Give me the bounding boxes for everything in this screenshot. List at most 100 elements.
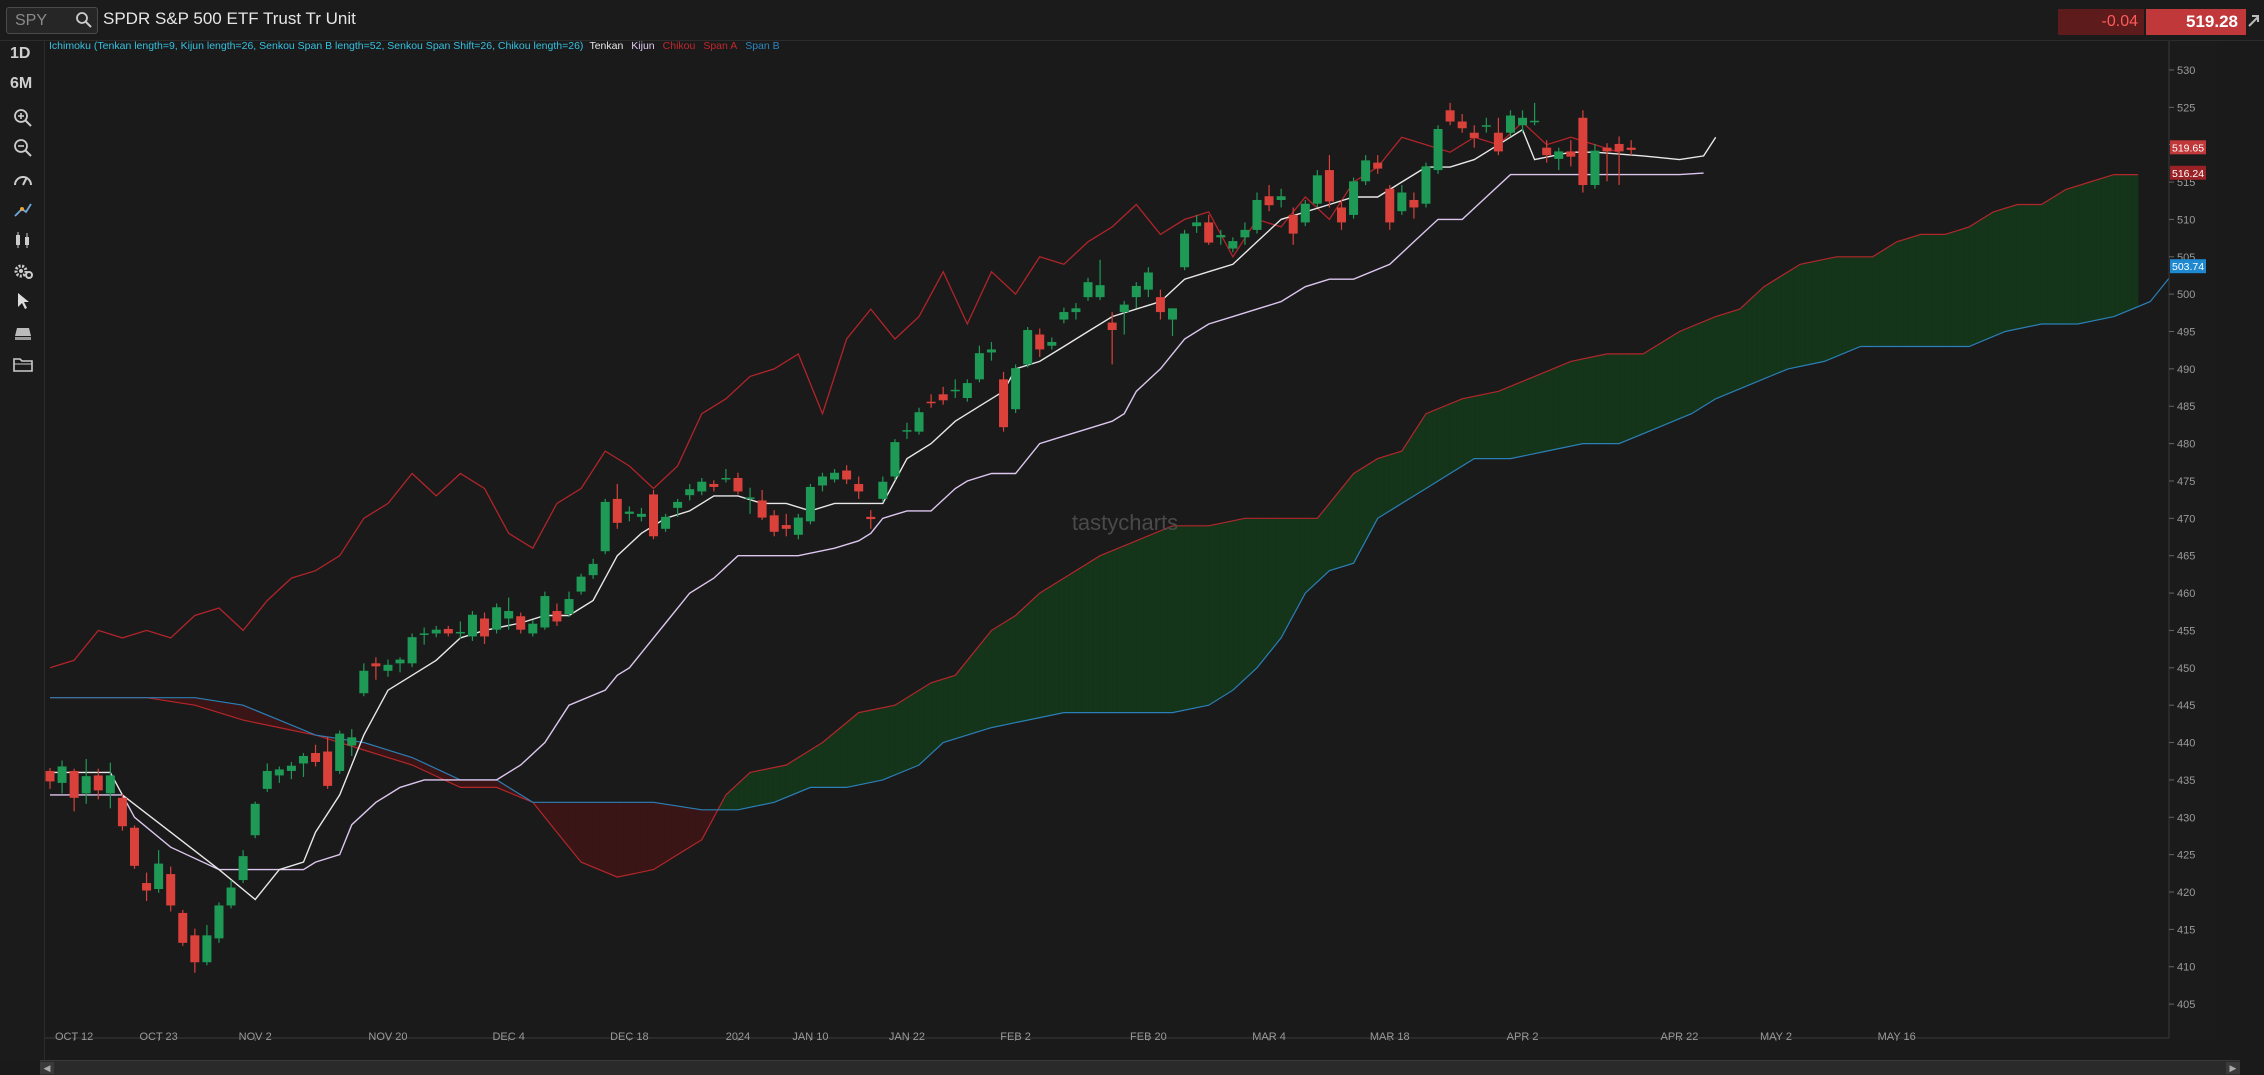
scroll-left-icon[interactable]: ◀ — [40, 1062, 54, 1074]
cloud-segment — [1437, 405, 1445, 482]
candle-body — [1216, 235, 1226, 238]
candle-body — [830, 472, 840, 480]
candle-body — [1445, 110, 1455, 122]
cloud-segment — [918, 685, 926, 766]
cloud-segment — [1196, 525, 1203, 709]
search-icon[interactable] — [75, 11, 93, 29]
symbol-box[interactable] — [6, 7, 98, 34]
candle-body — [178, 912, 188, 943]
period-button[interactable]: 1D — [10, 45, 31, 62]
chart-type-icon[interactable] — [12, 229, 34, 251]
candle-body — [202, 935, 212, 963]
cloud-segment — [1286, 518, 1294, 627]
candle-body — [661, 516, 671, 529]
chikou-line — [49, 121, 1620, 669]
settings-icon[interactable] — [12, 260, 34, 282]
price-badge — [2170, 165, 2206, 180]
cloud-segment — [592, 802, 600, 871]
cloud-segment — [1492, 390, 1499, 459]
candle-body — [1349, 181, 1359, 215]
range-button[interactable]: 6M — [10, 75, 33, 92]
cloud-segment — [1280, 518, 1288, 639]
cloud-segment — [1866, 256, 1873, 347]
cloud-segment — [1142, 535, 1149, 713]
cloud-segment — [2107, 174, 2115, 319]
cloud-segment — [2071, 185, 2079, 325]
cloud-segment — [1745, 297, 1753, 387]
folder-icon[interactable] — [12, 353, 34, 375]
candle-body — [395, 659, 405, 664]
candle-body — [69, 770, 79, 798]
cloud-segment — [858, 711, 866, 786]
cloud-segment — [484, 779, 491, 788]
candle-body — [480, 618, 490, 637]
cloud-segment — [1636, 353, 1644, 437]
candle-body — [105, 775, 115, 794]
cloud-segment — [604, 802, 612, 876]
cloud-segment — [2119, 174, 2127, 315]
candle-body — [467, 614, 477, 637]
cloud-segment — [985, 629, 992, 730]
candle-body — [1264, 196, 1274, 206]
cloud-segment — [1842, 256, 1849, 355]
cloud-segment — [1473, 394, 1481, 459]
cloud-segment — [1099, 552, 1107, 713]
cloud-segment — [1220, 521, 1228, 699]
price-tick-label: 490 — [2177, 364, 2195, 376]
legend-item: Kijun — [631, 41, 655, 52]
cloud-segment — [1051, 581, 1059, 716]
horizontal-scrollbar[interactable]: ◀ ▶ — [40, 1060, 2240, 1075]
cloud-segment — [900, 697, 908, 773]
candle-body — [1059, 312, 1069, 320]
candle-body — [419, 633, 429, 635]
candle-body — [914, 412, 924, 432]
cloud-segment — [230, 702, 238, 719]
scroll-right-icon[interactable]: ▶ — [2226, 1062, 2240, 1074]
cloud-segment — [1830, 256, 1837, 360]
candle-body — [576, 576, 586, 592]
cloud-segment — [1908, 235, 1916, 347]
candle-body — [1131, 285, 1141, 298]
cloud-segment — [2005, 205, 2012, 332]
candle-body — [986, 349, 996, 353]
popout-icon[interactable] — [2245, 11, 2261, 31]
candle-body — [250, 803, 260, 836]
cloud-segment — [1359, 465, 1366, 553]
cloud-segment — [1679, 328, 1686, 420]
cloud-segment — [2083, 181, 2091, 324]
eraser-icon[interactable] — [12, 322, 34, 344]
cloud-segment — [689, 807, 697, 848]
symbol-input[interactable] — [13, 10, 77, 32]
price-badge-label: 503.74 — [2172, 261, 2204, 273]
price-chart[interactable]: tastycharts 4054104154204254304354404454… — [45, 40, 2217, 1043]
chart-area[interactable]: tastycharts 405 410 415 420 425 430 435 440 445 4… — [45, 40, 2217, 1043]
cursor-icon[interactable] — [12, 290, 34, 312]
cloud-segment — [1250, 518, 1258, 675]
cloud-segment — [1009, 614, 1016, 725]
drawings-icon[interactable] — [12, 199, 34, 221]
cloud-segment — [1606, 353, 1614, 444]
cloud-segment — [1232, 519, 1240, 691]
cloud-segment — [1021, 603, 1028, 722]
cloud-segment — [997, 622, 1004, 727]
cloud-segment — [761, 768, 769, 806]
cloud-segment — [1727, 310, 1735, 395]
candle-body — [1095, 285, 1105, 298]
studies-icon[interactable] — [12, 169, 34, 191]
zoom-in-icon[interactable] — [12, 107, 34, 129]
time-axis: OCT 12 OCT 23 NOV 2 NOV 20 DEC 4 DEC 18 2024 JA… — [45, 1031, 2169, 1043]
cloud-segment — [1498, 388, 1505, 459]
cloud-segment — [1069, 570, 1077, 713]
cloud-segment — [876, 707, 884, 782]
cloud-segment — [1999, 207, 2006, 335]
cloud-segment — [1516, 380, 1523, 458]
cloud-segment — [1878, 248, 1885, 347]
candle-body — [1312, 175, 1322, 204]
cloud-segment — [1486, 392, 1493, 459]
zoom-out-icon[interactable] — [12, 137, 34, 159]
price-tick-label: 480 — [2177, 439, 2195, 451]
cloud-segment — [924, 682, 932, 761]
candle-body — [262, 770, 272, 789]
cloud-segment — [1117, 545, 1125, 713]
cloud-segment — [834, 726, 841, 788]
